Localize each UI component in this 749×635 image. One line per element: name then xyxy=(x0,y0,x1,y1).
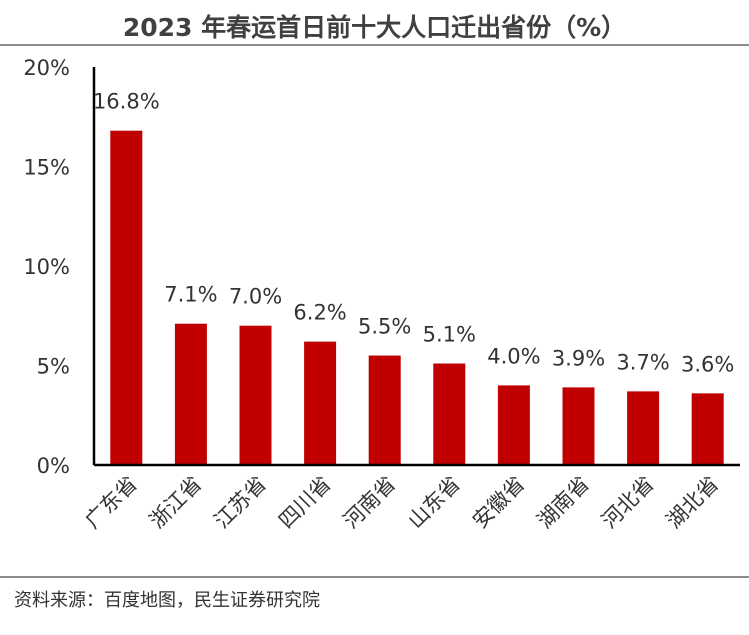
y-tick-label-3: 15% xyxy=(23,156,70,180)
value-label-2: 7.0% xyxy=(229,285,282,309)
bar-8 xyxy=(627,391,660,465)
bar-5 xyxy=(433,363,466,465)
value-label-5: 5.1% xyxy=(423,323,476,347)
category-label-3: 四川省 xyxy=(274,472,336,534)
value-label-0: 16.8% xyxy=(93,90,160,114)
value-label-6: 4.0% xyxy=(487,344,540,368)
y-ticks-layer: 0% 5% 10% 15% 20% xyxy=(23,56,70,478)
bars-layer xyxy=(110,130,724,465)
y-tick-label-1: 5% xyxy=(37,355,70,379)
value-label-4: 5.5% xyxy=(358,315,411,339)
category-label-0: 广东省 xyxy=(80,472,142,534)
y-tick-label-2: 10% xyxy=(23,255,70,279)
category-label-2: 江苏省 xyxy=(210,472,272,534)
bar-3 xyxy=(304,341,337,465)
bar-4 xyxy=(368,355,401,465)
category-label-1: 浙江省 xyxy=(145,472,207,534)
bar-9 xyxy=(691,393,724,465)
bar-chart: 16.8% 7.1% 7.0% 6.2% 5.5% 5.1% 4.0% 3.9% 3.7% 3.6… xyxy=(23,56,740,534)
y-tick-label-4: 20% xyxy=(23,56,70,80)
y-tick-label-0: 0% xyxy=(37,454,70,478)
bar-7 xyxy=(562,387,595,465)
category-labels-layer: 广东省 浙江省 江苏省 四川省 河南省 山东省 安徽省 湖南省 河北省 湖北省 xyxy=(80,472,723,534)
chart-title: 2023 年春运首日前十大人口迁出省份（%） xyxy=(122,13,627,42)
category-label-9: 湖北省 xyxy=(662,472,724,534)
bar-0 xyxy=(110,130,143,465)
category-label-5: 山东省 xyxy=(403,472,465,534)
category-label-7: 湖南省 xyxy=(533,472,595,534)
value-label-1: 7.1% xyxy=(164,283,217,307)
source-divider xyxy=(0,576,749,578)
value-label-7: 3.9% xyxy=(552,346,605,370)
source-note: 资料来源：百度地图，民生证券研究院 xyxy=(14,590,320,611)
value-label-8: 3.7% xyxy=(616,350,669,374)
title-divider xyxy=(0,44,749,46)
value-labels-layer: 16.8% 7.1% 7.0% 6.2% 5.5% 5.1% 4.0% 3.9% 3.7% 3.6… xyxy=(93,90,734,377)
bar-6 xyxy=(497,385,530,465)
category-label-6: 安徽省 xyxy=(468,472,530,534)
value-label-3: 6.2% xyxy=(293,301,346,325)
value-label-9: 3.6% xyxy=(681,352,734,376)
bar-2 xyxy=(239,325,272,465)
bar-1 xyxy=(174,323,207,465)
category-label-4: 河南省 xyxy=(339,472,401,534)
category-label-8: 河北省 xyxy=(597,472,659,534)
